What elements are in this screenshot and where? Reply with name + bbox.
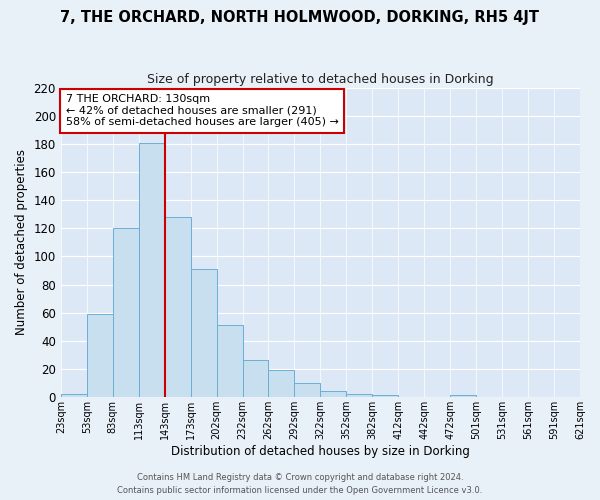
Y-axis label: Number of detached properties: Number of detached properties [15, 150, 28, 336]
Bar [139, 143, 164, 397]
Bar [217, 325, 242, 397]
Bar [346, 394, 373, 397]
Bar [87, 314, 113, 397]
Bar [295, 383, 320, 397]
Title: Size of property relative to detached houses in Dorking: Size of property relative to detached ho… [147, 72, 494, 86]
Bar [61, 394, 87, 397]
X-axis label: Distribution of detached houses by size in Dorking: Distribution of detached houses by size … [171, 444, 470, 458]
Text: Contains HM Land Registry data © Crown copyright and database right 2024.
Contai: Contains HM Land Registry data © Crown c… [118, 474, 482, 495]
Bar [450, 396, 476, 397]
Text: 7 THE ORCHARD: 130sqm
← 42% of detached houses are smaller (291)
58% of semi-det: 7 THE ORCHARD: 130sqm ← 42% of detached … [66, 94, 339, 128]
Bar [164, 217, 191, 397]
Bar [242, 360, 268, 397]
Bar [320, 391, 346, 397]
Bar [191, 269, 217, 397]
Bar [113, 228, 139, 397]
Bar [268, 370, 295, 397]
Text: 7, THE ORCHARD, NORTH HOLMWOOD, DORKING, RH5 4JT: 7, THE ORCHARD, NORTH HOLMWOOD, DORKING,… [61, 10, 539, 25]
Bar [373, 396, 398, 397]
